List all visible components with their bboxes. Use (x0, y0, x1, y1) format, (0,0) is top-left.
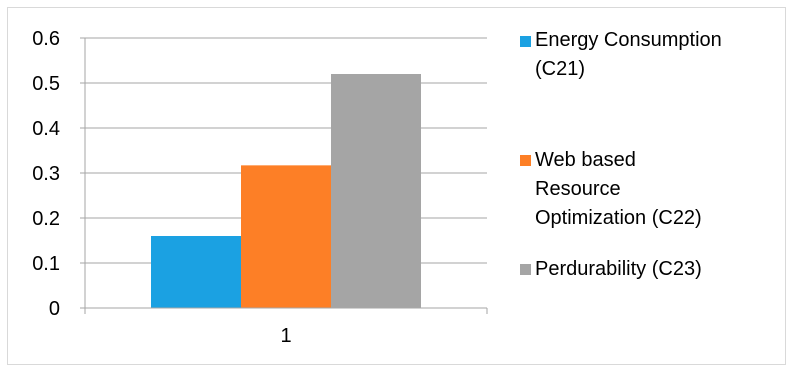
y-tick-label: 0.3 (32, 163, 60, 185)
y-tick-label: 0.6 (32, 28, 60, 50)
axes (84, 38, 488, 314)
bar-energy-consumption-c21 (151, 236, 241, 308)
legend-label-web-based-resource-optimization: Web based Resource Optimization (C22) (535, 149, 702, 229)
legend-swatch-perdurability (520, 264, 531, 275)
legend-swatch-web-based-resource-optimization (520, 155, 531, 166)
legend-swatch-energy-consumption (520, 36, 531, 47)
y-tick-label: 0.5 (32, 73, 60, 95)
y-tick-label: 0 (49, 298, 60, 320)
y-axis-ticks: 0 0.1 0.2 0.3 0.4 0.5 0.6 (32, 28, 85, 320)
legend-label-energy-consumption: Energy Consumption (C21) (535, 29, 722, 80)
bar-web-based-resource-optimization-c22 (241, 165, 331, 308)
y-tick-label: 0.1 (32, 253, 60, 275)
x-tick-label: 1 (280, 325, 291, 347)
legend-label-perdurability: Perdurability (C23) (535, 258, 702, 280)
bar-perdurability-c23 (331, 74, 421, 308)
y-tick-label: 0.4 (32, 118, 60, 140)
x-axis-ticks: 1 (280, 325, 291, 347)
y-tick-label: 0.2 (32, 208, 60, 230)
bars (151, 74, 421, 308)
